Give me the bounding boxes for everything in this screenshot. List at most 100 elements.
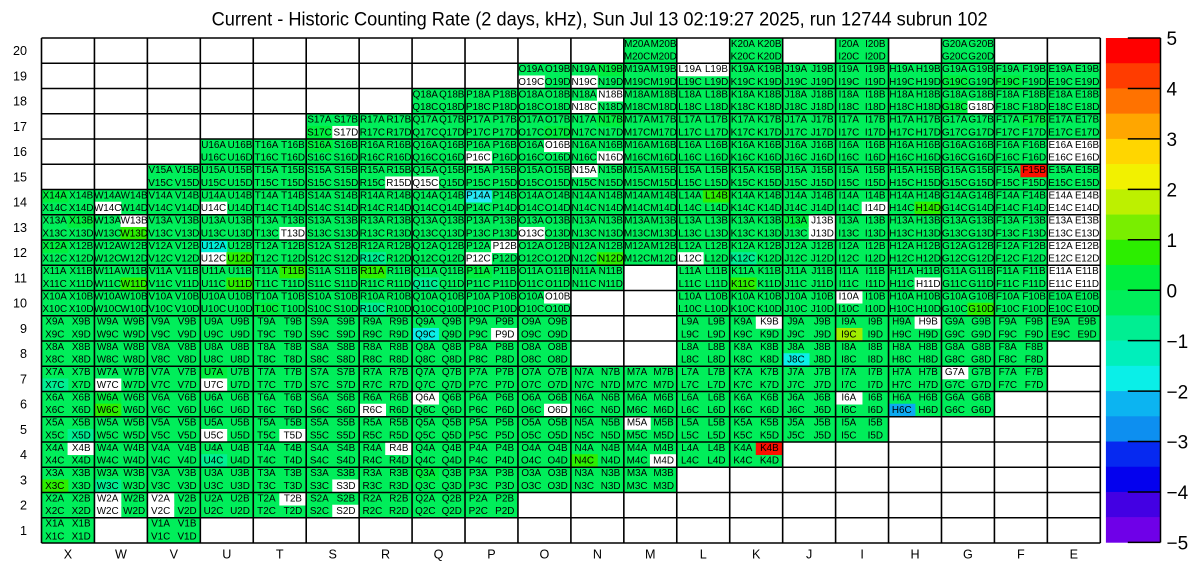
svg-text:2: 2 bbox=[1167, 181, 1178, 202]
svg-text:I5B: I5B bbox=[868, 418, 883, 429]
svg-text:Q16C: Q16C bbox=[412, 153, 438, 164]
svg-text:M15D: M15D bbox=[650, 178, 676, 189]
svg-text:I11A: I11A bbox=[839, 266, 859, 277]
svg-text:V2B: V2B bbox=[178, 493, 197, 504]
svg-text:T10B: T10B bbox=[281, 291, 305, 302]
svg-text:K17C: K17C bbox=[731, 127, 756, 138]
svg-text:U9B: U9B bbox=[230, 317, 250, 328]
svg-text:P18D: P18D bbox=[492, 102, 517, 113]
svg-text:G20C: G20C bbox=[942, 52, 968, 63]
svg-text:K10C: K10C bbox=[731, 304, 756, 315]
svg-text:Q8A: Q8A bbox=[415, 342, 435, 353]
svg-text:U5A: U5A bbox=[204, 418, 224, 429]
svg-text:K7C: K7C bbox=[733, 380, 752, 391]
svg-text:F12B: F12B bbox=[1022, 241, 1046, 252]
svg-text:K7A: K7A bbox=[734, 367, 753, 378]
svg-text:Q7D: Q7D bbox=[442, 380, 462, 391]
svg-text:Q11C: Q11C bbox=[413, 279, 438, 290]
svg-text:H7B: H7B bbox=[919, 367, 939, 378]
svg-text:U2C: U2C bbox=[204, 506, 224, 517]
svg-text:K17D: K17D bbox=[757, 127, 782, 138]
svg-text:N12D: N12D bbox=[598, 254, 623, 265]
svg-text:O12C: O12C bbox=[518, 254, 544, 265]
svg-text:U8D: U8D bbox=[230, 355, 250, 366]
svg-text:K14C: K14C bbox=[731, 203, 756, 214]
svg-text:U11D: U11D bbox=[228, 279, 253, 290]
svg-text:V11A: V11A bbox=[149, 266, 173, 277]
svg-text:J8A: J8A bbox=[787, 342, 804, 353]
svg-text:S9A: S9A bbox=[310, 317, 329, 328]
svg-text:S6B: S6B bbox=[337, 392, 356, 403]
svg-text:I18C: I18C bbox=[838, 102, 859, 113]
svg-text:K17B: K17B bbox=[757, 115, 782, 126]
svg-text:X10C: X10C bbox=[42, 304, 67, 315]
svg-text:W12D: W12D bbox=[120, 254, 147, 265]
svg-text:H16A: H16A bbox=[889, 140, 914, 151]
svg-text:G10A: G10A bbox=[942, 291, 968, 302]
svg-text:O14C: O14C bbox=[518, 203, 544, 214]
svg-text:X9A: X9A bbox=[45, 317, 64, 328]
svg-text:R6A: R6A bbox=[363, 392, 383, 403]
svg-text:O8B: O8B bbox=[548, 342, 568, 353]
svg-text:P5A: P5A bbox=[469, 418, 488, 429]
svg-text:E12B: E12B bbox=[1075, 241, 1100, 252]
svg-text:R17C: R17C bbox=[360, 127, 385, 138]
svg-text:F18D: F18D bbox=[1022, 102, 1046, 113]
svg-text:T16C: T16C bbox=[254, 153, 278, 164]
svg-text:4: 4 bbox=[1167, 80, 1178, 101]
svg-text:G15D: G15D bbox=[968, 178, 994, 189]
svg-text:O8D: O8D bbox=[548, 355, 568, 366]
svg-text:O11A: O11A bbox=[519, 266, 544, 277]
svg-text:K16D: K16D bbox=[757, 153, 782, 164]
svg-text:G17C: G17C bbox=[942, 127, 968, 138]
svg-text:X8A: X8A bbox=[45, 342, 64, 353]
svg-text:−3: −3 bbox=[1167, 433, 1189, 454]
svg-text:J17C: J17C bbox=[784, 127, 807, 138]
svg-text:L16A: L16A bbox=[678, 140, 701, 151]
svg-text:E9B: E9B bbox=[1078, 317, 1097, 328]
svg-text:I17A: I17A bbox=[839, 115, 860, 126]
svg-text:G7B: G7B bbox=[971, 367, 991, 378]
svg-text:X5A: X5A bbox=[45, 418, 64, 429]
svg-text:U7C: U7C bbox=[204, 380, 224, 391]
svg-text:O9A: O9A bbox=[521, 317, 541, 328]
svg-text:I20C: I20C bbox=[838, 52, 859, 63]
svg-text:F16B: F16B bbox=[1022, 140, 1046, 151]
svg-text:J6A: J6A bbox=[787, 392, 804, 403]
svg-text:G9B: G9B bbox=[971, 317, 991, 328]
svg-text:X14D: X14D bbox=[69, 203, 94, 214]
svg-text:M12C: M12C bbox=[624, 254, 650, 265]
svg-text:J14B: J14B bbox=[811, 190, 834, 201]
svg-text:M3D: M3D bbox=[653, 481, 674, 492]
svg-text:S15B: S15B bbox=[334, 165, 359, 176]
svg-text:V14D: V14D bbox=[175, 203, 200, 214]
svg-text:I12B: I12B bbox=[865, 241, 886, 252]
svg-text:I16B: I16B bbox=[865, 140, 886, 151]
svg-text:L12B: L12B bbox=[705, 241, 728, 252]
svg-text:S13D: S13D bbox=[334, 228, 359, 239]
svg-text:O7B: O7B bbox=[548, 367, 568, 378]
svg-text:V3C: V3C bbox=[151, 481, 170, 492]
svg-text:K5B: K5B bbox=[760, 418, 779, 429]
svg-text:V15A: V15A bbox=[149, 165, 174, 176]
svg-text:Q12A: Q12A bbox=[413, 241, 439, 252]
svg-text:L17B: L17B bbox=[705, 115, 728, 126]
svg-text:J10C: J10C bbox=[784, 304, 807, 315]
svg-text:L16D: L16D bbox=[705, 153, 729, 164]
svg-text:H7C: H7C bbox=[892, 380, 912, 391]
svg-text:F11D: F11D bbox=[1022, 279, 1045, 290]
svg-text:O18C: O18C bbox=[518, 102, 544, 113]
svg-text:H13A: H13A bbox=[889, 216, 914, 227]
svg-text:K10B: K10B bbox=[757, 291, 782, 302]
svg-text:L10D: L10D bbox=[705, 304, 729, 315]
svg-text:E19B: E19B bbox=[1075, 64, 1100, 75]
svg-text:X2C: X2C bbox=[45, 506, 64, 517]
svg-text:F14B: F14B bbox=[1022, 190, 1046, 201]
svg-text:P4B: P4B bbox=[495, 443, 514, 454]
svg-text:O11C: O11C bbox=[519, 279, 544, 290]
svg-text:H15B: H15B bbox=[916, 165, 941, 176]
svg-text:U5C: U5C bbox=[204, 430, 224, 441]
svg-text:U5B: U5B bbox=[230, 418, 250, 429]
svg-text:V12D: V12D bbox=[175, 254, 200, 265]
svg-text:J: J bbox=[806, 547, 812, 561]
